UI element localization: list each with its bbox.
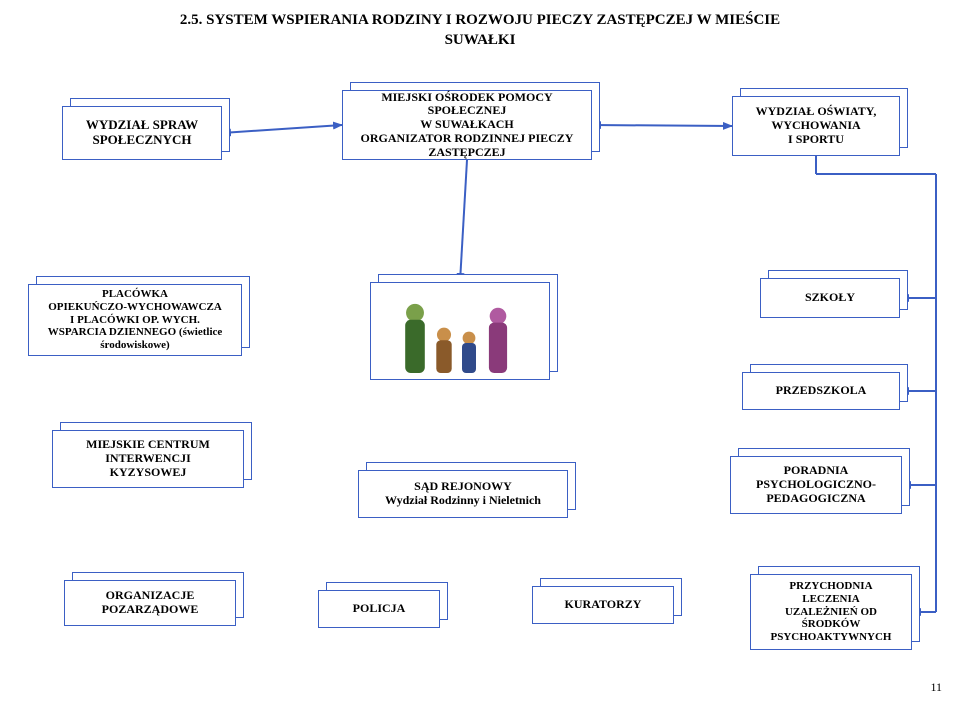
org-box-label: SZKOŁY <box>805 291 855 305</box>
org-box-label-line: POZARZĄDOWE <box>102 603 199 617</box>
org-box-main: SZKOŁY <box>760 278 900 318</box>
org-box-main: POLICJA <box>318 590 440 628</box>
family-image <box>370 282 550 380</box>
org-box-label-line: POLICJA <box>353 602 406 616</box>
org-box-label-line: KURATORZY <box>565 598 642 612</box>
org-box-b12: KURATORZY <box>532 586 682 632</box>
org-box-label-line: PEDAGOGICZNA <box>756 492 876 506</box>
org-box-label: WYDZIAŁ OŚWIATY,WYCHOWANIAI SPORTU <box>756 105 877 146</box>
org-box-main: SĄD REJONOWYWydział Rodzinny i Nieletnic… <box>358 470 568 518</box>
org-box-label-line: INTERWENCJI <box>86 452 210 466</box>
org-box-main: PORADNIAPSYCHOLOGICZNO-PEDAGOGICZNA <box>730 456 902 514</box>
page-title-line2: SUWAŁKI <box>0 32 960 49</box>
org-box-label-line: SĄD REJONOWY <box>385 480 541 494</box>
org-box-label: WYDZIAŁ SPRAWSPOŁECZNYCH <box>86 118 198 148</box>
org-box-b9: PORADNIAPSYCHOLOGICZNO-PEDAGOGICZNA <box>730 456 910 522</box>
org-box-label-line: I PLACÓWKI OP. WYCH. <box>48 314 223 327</box>
org-box-label-line: W SUWAŁKACH <box>351 118 583 132</box>
org-box-main: PRZEDSZKOLA <box>742 372 900 410</box>
org-box-main: MIEJSKI OŚRODEK POMOCY SPOŁECZNEJW SUWAŁ… <box>342 90 592 160</box>
org-box-label-line: OPIEKUŃCZO-WYCHOWAWCZA <box>48 301 223 314</box>
org-box-label-line: KYZYSOWEJ <box>86 466 210 480</box>
org-box-main: WYDZIAŁ SPRAWSPOŁECZNYCH <box>62 106 222 160</box>
org-box-label: PRZEDSZKOLA <box>776 384 867 398</box>
family-figure <box>459 331 479 373</box>
org-box-main: WYDZIAŁ OŚWIATY,WYCHOWANIAI SPORTU <box>732 96 900 156</box>
org-box-label-line: PRZEDSZKOLA <box>776 384 867 398</box>
org-box-b11: POLICJA <box>318 590 448 636</box>
org-box-b4: PLACÓWKAOPIEKUŃCZO-WYCHOWAWCZAI PLACÓWKI… <box>28 284 250 364</box>
org-box-label-line: WYCHOWANIA <box>756 119 877 133</box>
org-box-label: ORGANIZACJEPOZARZĄDOWE <box>102 589 199 617</box>
org-box-b13: PRZYCHODNIALECZENIAUZALEŻNIEŃ ODŚRODKÓWP… <box>750 574 920 658</box>
org-box-b2: MIEJSKI OŚRODEK POMOCY SPOŁECZNEJW SUWAŁ… <box>342 90 600 168</box>
org-box-label-line: UZALEŻNIEŃ OD <box>770 606 891 619</box>
org-box-label: PRZYCHODNIALECZENIAUZALEŻNIEŃ ODŚRODKÓWP… <box>770 580 891 643</box>
org-box-label-line: SPOŁECZNYCH <box>86 133 198 148</box>
org-box-label: SĄD REJONOWYWydział Rodzinny i Nieletnic… <box>385 480 541 508</box>
org-box-label-line: WSPARCIA DZIENNEGO (świetlice <box>48 326 223 339</box>
org-box-main: MIEJSKIE CENTRUMINTERWENCJIKYZYSOWEJ <box>52 430 244 488</box>
family-figure <box>401 303 429 373</box>
org-box-label: POLICJA <box>353 602 406 616</box>
org-box-label-line: LECZENIA <box>770 593 891 606</box>
org-box-label: MIEJSKI OŚRODEK POMOCY SPOŁECZNEJW SUWAŁ… <box>351 91 583 160</box>
page-title-line1: 2.5. SYSTEM WSPIERANIA RODZINY I ROZWOJU… <box>0 12 960 29</box>
org-box-main: PRZYCHODNIALECZENIAUZALEŻNIEŃ ODŚRODKÓWP… <box>750 574 912 650</box>
org-box-b5: SZKOŁY <box>760 278 908 326</box>
org-box-label-line: I SPORTU <box>756 133 877 147</box>
org-box-label: KURATORZY <box>565 598 642 612</box>
org-box-label-line: Wydział Rodzinny i Nieletnich <box>385 494 541 508</box>
family-figure <box>433 327 455 373</box>
org-box-label-line: SZKOŁY <box>805 291 855 305</box>
org-box-main: PLACÓWKAOPIEKUŃCZO-WYCHOWAWCZAI PLACÓWKI… <box>28 284 242 356</box>
org-box-label: MIEJSKIE CENTRUMINTERWENCJIKYZYSOWEJ <box>86 438 210 479</box>
org-box-b1: WYDZIAŁ SPRAWSPOŁECZNYCH <box>62 106 230 168</box>
org-box-label-line: ŚRODKÓW <box>770 618 891 631</box>
org-box-b7: MIEJSKIE CENTRUMINTERWENCJIKYZYSOWEJ <box>52 430 252 496</box>
org-box-label-line: WYDZIAŁ SPRAW <box>86 118 198 133</box>
org-box-main: KURATORZY <box>532 586 674 624</box>
org-box-label-line: MIEJSKIE CENTRUM <box>86 438 210 452</box>
family-figure <box>485 307 511 373</box>
org-box-label-line: MIEJSKI OŚRODEK POMOCY SPOŁECZNEJ <box>351 91 583 119</box>
org-box-label-line: PSYCHOAKTYWNYCH <box>770 631 891 644</box>
org-box-b8: SĄD REJONOWYWydział Rodzinny i Nieletnic… <box>358 470 576 526</box>
org-box-label-line: PSYCHOLOGICZNO- <box>756 478 876 492</box>
org-box-b6: PRZEDSZKOLA <box>742 372 908 418</box>
org-box-label-line: WYDZIAŁ OŚWIATY, <box>756 105 877 119</box>
org-box-b10: ORGANIZACJEPOZARZĄDOWE <box>64 580 244 634</box>
org-box-label-line: PRZYCHODNIA <box>770 580 891 593</box>
org-box-label-line: ORGANIZACJE <box>102 589 199 603</box>
org-box-label-line: środowiskowe) <box>48 339 223 352</box>
page-number: 11 <box>930 680 942 695</box>
org-box-label-line: PORADNIA <box>756 464 876 478</box>
org-box-label: PORADNIAPSYCHOLOGICZNO-PEDAGOGICZNA <box>756 464 876 505</box>
org-box-label-line: ORGANIZATOR RODZINNEJ PIECZY ZASTĘPCZEJ <box>351 132 583 160</box>
org-box-label-line: PLACÓWKA <box>48 288 223 301</box>
org-box-label: PLACÓWKAOPIEKUŃCZO-WYCHOWAWCZAI PLACÓWKI… <box>48 288 223 351</box>
org-box-main: ORGANIZACJEPOZARZĄDOWE <box>64 580 236 626</box>
org-box-b3: WYDZIAŁ OŚWIATY,WYCHOWANIAI SPORTU <box>732 96 908 164</box>
